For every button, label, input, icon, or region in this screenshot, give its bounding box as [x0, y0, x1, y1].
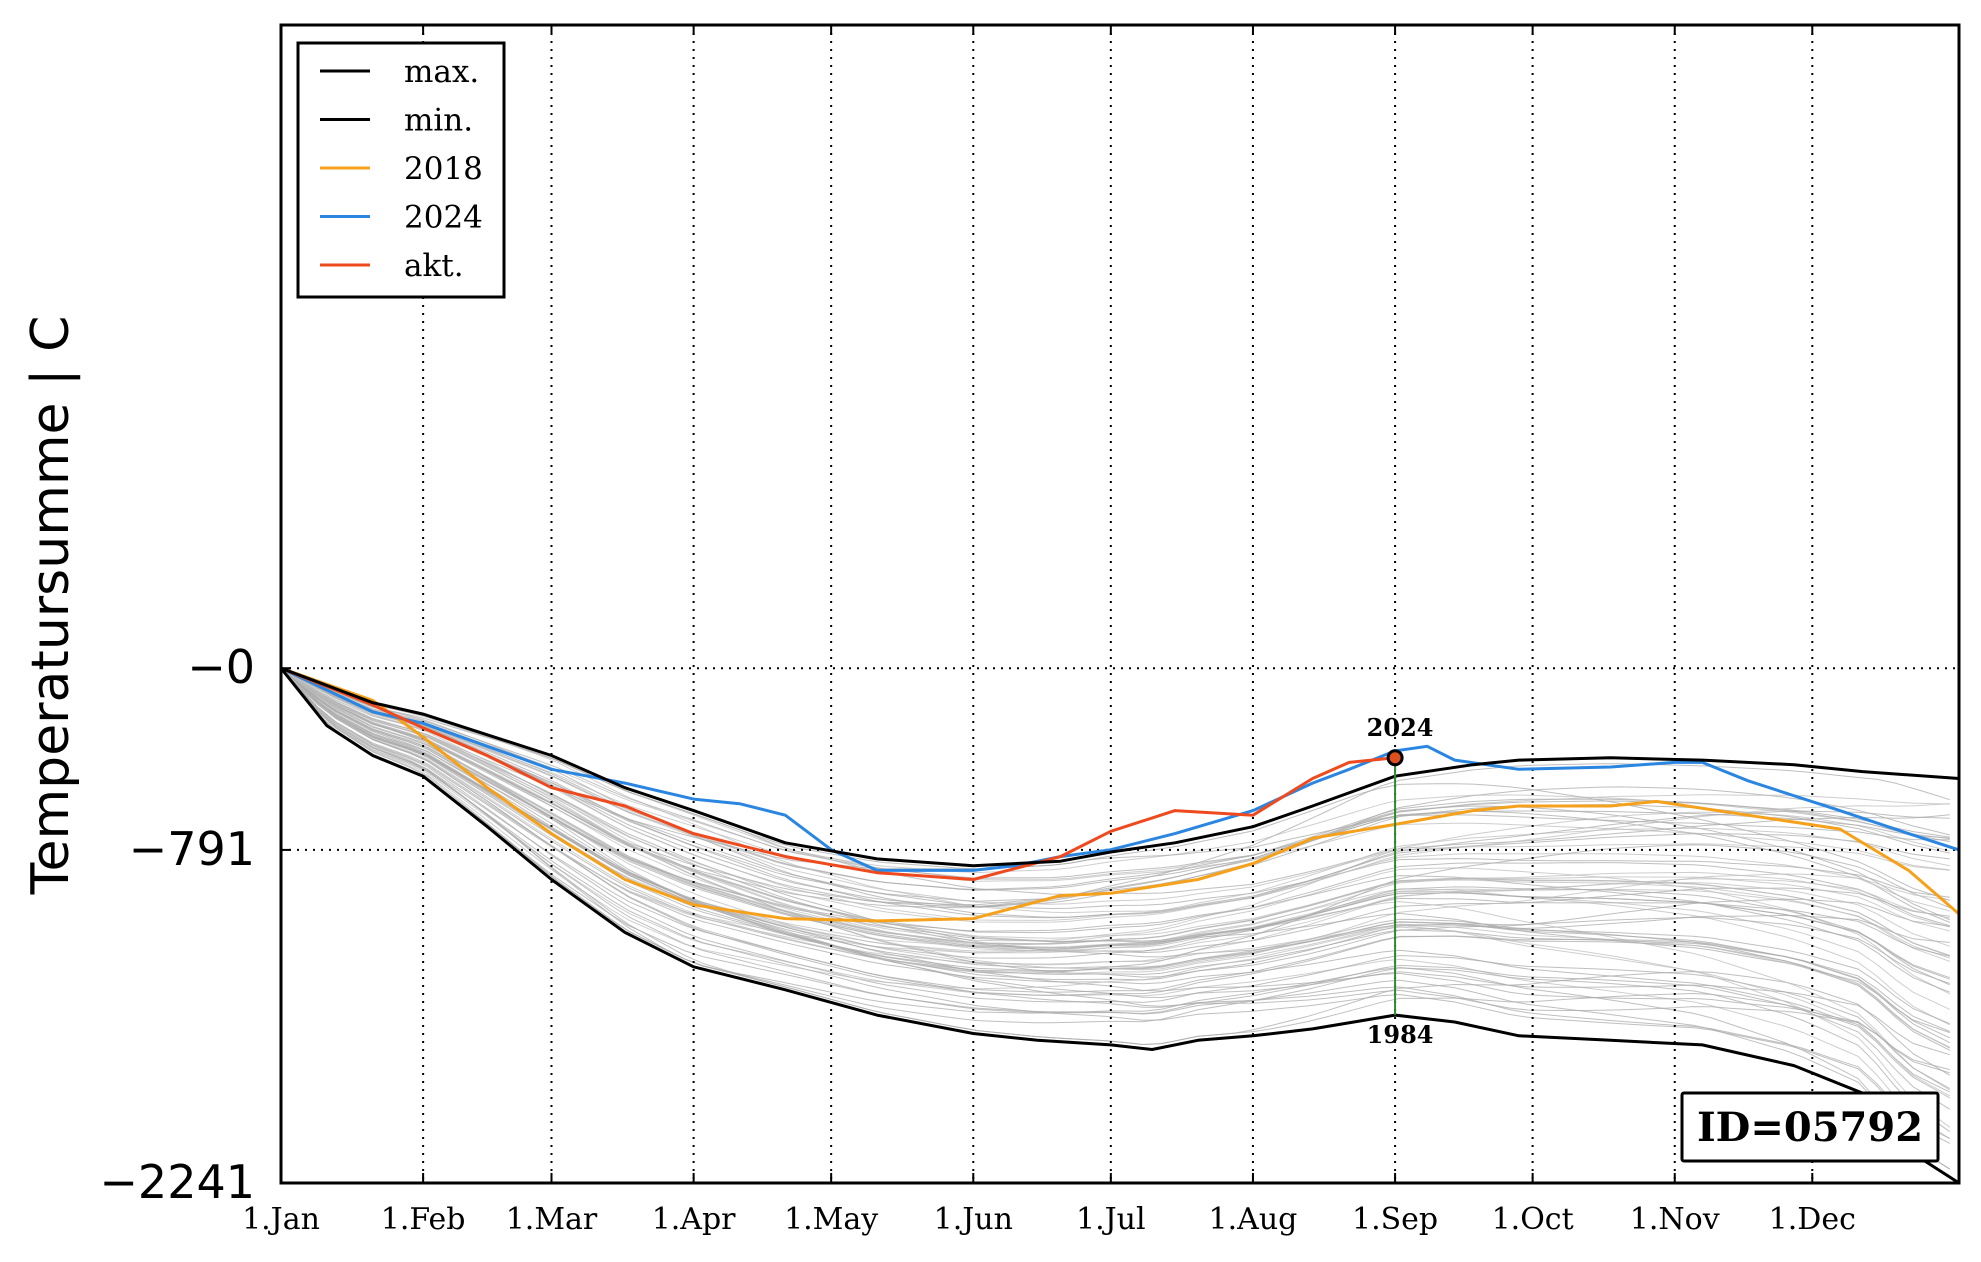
history-line [280, 667, 1950, 974]
y-tick-label: −2241 [99, 1155, 255, 1209]
history-line [280, 667, 1950, 1034]
history-line [280, 667, 1950, 1074]
x-tick-label: 1.Dec [1769, 1202, 1856, 1237]
current-value-point [1386, 749, 1404, 767]
history-line [280, 667, 1950, 954]
id-box-text: ID=05792 [1697, 1104, 1923, 1151]
series-lines [279, 666, 1960, 1185]
history-line [280, 667, 1951, 1133]
history-line [280, 667, 1951, 1010]
x-tick-label: 1.Apr [652, 1202, 736, 1237]
x-tick-label: 1.Jun [934, 1202, 1013, 1237]
y-tick-label: −0 [187, 640, 255, 694]
history-line [280, 667, 1951, 1139]
history-line [280, 667, 1951, 1093]
history-line [280, 667, 1950, 870]
history-line [280, 667, 1950, 905]
y-tick-group: −0 −791 −2241 [99, 640, 291, 1209]
history-line [280, 667, 1950, 984]
x-tick-label: 1.Jul [1076, 1202, 1146, 1237]
id-box-frame [1680, 1091, 1940, 1163]
series-line-min [279, 667, 1960, 1185]
history-line [280, 667, 1950, 957]
history-line [280, 667, 1951, 1144]
history-line [280, 667, 1950, 882]
history-line [280, 667, 1951, 1097]
history-line [280, 667, 1951, 1090]
annotation-group: 2024 1984 [1367, 713, 1434, 1049]
id-box: ID=05792 [1680, 1091, 1940, 1163]
series-line-2024 [280, 666, 1960, 872]
y-tick-label: −791 [129, 822, 255, 876]
legend: max. min. 2018 2024 akt. [296, 41, 506, 299]
annotation-label-top: 2024 [1367, 713, 1434, 742]
series-line-max [280, 666, 1960, 868]
x-tick-label: 1.Nov [1630, 1202, 1720, 1237]
annotation-label-bottom: 1984 [1367, 1020, 1434, 1049]
x-tick-label: 1.May [784, 1202, 878, 1237]
series-line-2018 [280, 666, 1960, 923]
history-line [280, 667, 1951, 1099]
history-line [280, 667, 1950, 923]
x-tick-label: 1.Mar [506, 1202, 598, 1237]
history-line [280, 667, 1951, 986]
history-line [280, 667, 1950, 953]
history-line [280, 667, 1951, 1110]
history-line [280, 667, 1951, 1048]
legend-label-2024: 2024 [404, 200, 483, 236]
history-line [280, 667, 1950, 891]
x-tick-group: 1.Jan 1.Feb 1.Mar 1.Apr 1.May 1.Jun 1.Jul 1.Aug… [242, 25, 1856, 1237]
legend-frame [296, 41, 506, 299]
history-line [280, 667, 1950, 921]
history-line [280, 667, 1951, 1128]
y-axis-label: Temperatursumme | C [21, 316, 81, 896]
history-line [280, 667, 1950, 979]
history-line [280, 667, 1950, 921]
history-line [280, 667, 1950, 879]
series-line-akt [280, 666, 1396, 881]
legend-label-2018: 2018 [404, 151, 483, 187]
history-line [280, 667, 1950, 874]
history-line [280, 667, 1950, 1071]
history-line [280, 667, 1950, 910]
history-line [280, 667, 1951, 1170]
legend-label-min: min. [404, 103, 473, 139]
x-tick-label: 1.Aug [1209, 1202, 1298, 1237]
x-tick-label: 1.Feb [381, 1202, 466, 1237]
history-line [280, 667, 1950, 958]
legend-label-max: max. [404, 54, 479, 90]
x-tick-label: 1.Sep [1352, 1202, 1438, 1237]
history-line [280, 667, 1950, 971]
history-line [280, 667, 1950, 902]
x-tick-label: 1.Jan [242, 1202, 320, 1237]
history-line [280, 667, 1950, 956]
x-tick-label: 1.Oct [1492, 1202, 1574, 1237]
grid-lines [281, 25, 1959, 1183]
history-line [280, 667, 1950, 939]
history-line [280, 667, 1950, 959]
plot-frame [279, 23, 1961, 1185]
legend-label-akt: akt. [404, 248, 464, 284]
history-line [280, 667, 1950, 914]
